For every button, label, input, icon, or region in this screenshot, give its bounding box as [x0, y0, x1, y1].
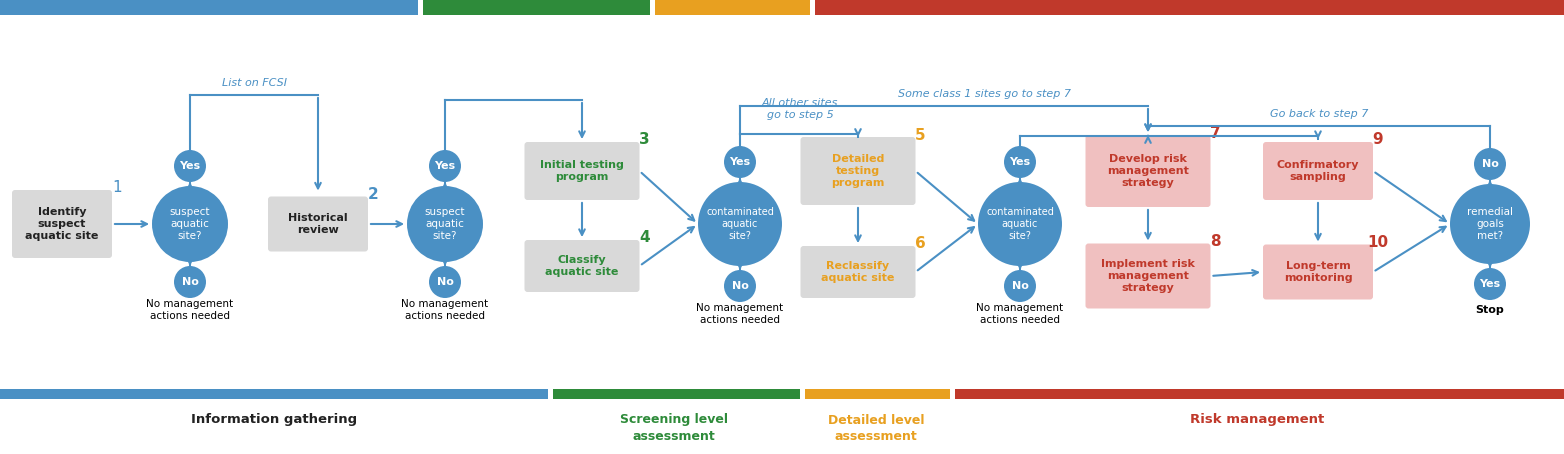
Text: Yes: Yes — [1009, 157, 1031, 167]
Text: Risk management: Risk management — [1190, 413, 1325, 425]
Bar — [815, 0, 1564, 15]
Text: Initial testing
program: Initial testing program — [540, 160, 624, 182]
Circle shape — [724, 146, 755, 178]
Circle shape — [1473, 268, 1506, 300]
FancyBboxPatch shape — [524, 240, 640, 292]
Text: contaminated
aquatic
site?: contaminated aquatic site? — [985, 207, 1054, 242]
Text: Some class 1 sites go to step 7: Some class 1 sites go to step 7 — [898, 89, 1070, 99]
Text: All other sites
go to step 5: All other sites go to step 5 — [762, 98, 838, 120]
Bar — [655, 0, 810, 15]
Text: 8: 8 — [1211, 234, 1221, 249]
Text: No management
actions needed: No management actions needed — [976, 303, 1064, 325]
Text: No: No — [181, 277, 199, 287]
Bar — [956, 389, 1564, 399]
FancyBboxPatch shape — [1264, 245, 1373, 300]
Text: No: No — [1012, 281, 1029, 291]
Bar — [422, 0, 651, 15]
Text: 10: 10 — [1367, 235, 1389, 250]
Text: 6: 6 — [915, 237, 926, 252]
Text: remedial
goals
met?: remedial goals met? — [1467, 207, 1512, 242]
Text: 5: 5 — [915, 128, 926, 143]
Circle shape — [1450, 184, 1530, 264]
FancyBboxPatch shape — [524, 142, 640, 200]
Text: No management
actions needed: No management actions needed — [696, 303, 784, 325]
Text: No management
actions needed: No management actions needed — [402, 299, 488, 321]
Circle shape — [429, 266, 461, 298]
Text: contaminated
aquatic
site?: contaminated aquatic site? — [705, 207, 774, 242]
Text: Yes: Yes — [1480, 279, 1500, 289]
Text: Identify
suspect
aquatic site: Identify suspect aquatic site — [25, 207, 99, 242]
Bar — [805, 389, 949, 399]
FancyBboxPatch shape — [13, 190, 113, 258]
Circle shape — [407, 186, 483, 262]
Text: Reclassify
aquatic site: Reclassify aquatic site — [821, 261, 895, 283]
Text: No: No — [436, 277, 454, 287]
FancyBboxPatch shape — [801, 137, 915, 205]
Circle shape — [152, 186, 228, 262]
Text: 2: 2 — [368, 187, 378, 202]
Text: Screening level
assessment: Screening level assessment — [619, 414, 727, 443]
Circle shape — [1004, 270, 1035, 302]
Text: 3: 3 — [640, 133, 649, 148]
Text: 4: 4 — [640, 231, 649, 246]
Text: Classify
aquatic site: Classify aquatic site — [546, 255, 619, 277]
Text: Develop risk
management
strategy: Develop risk management strategy — [1107, 153, 1189, 188]
Text: No: No — [1481, 159, 1498, 169]
FancyBboxPatch shape — [1085, 135, 1211, 207]
FancyBboxPatch shape — [1264, 142, 1373, 200]
FancyBboxPatch shape — [267, 197, 368, 252]
Text: Information gathering: Information gathering — [191, 413, 357, 425]
Text: Yes: Yes — [729, 157, 751, 167]
Text: Confirmatory
sampling: Confirmatory sampling — [1276, 160, 1359, 182]
Text: 1: 1 — [113, 181, 122, 196]
Text: suspect
aquatic
site?: suspect aquatic site? — [170, 207, 210, 242]
Circle shape — [429, 150, 461, 182]
Text: List on FCSI: List on FCSI — [222, 78, 286, 88]
Circle shape — [698, 182, 782, 266]
Text: Go back to step 7: Go back to step 7 — [1270, 109, 1368, 119]
Text: No: No — [732, 281, 749, 291]
Text: suspect
aquatic
site?: suspect aquatic site? — [425, 207, 465, 242]
Bar — [554, 389, 801, 399]
Text: Detailed
testing
program: Detailed testing program — [832, 153, 885, 188]
Circle shape — [174, 150, 206, 182]
Text: 9: 9 — [1373, 133, 1383, 148]
FancyBboxPatch shape — [1085, 243, 1211, 309]
Text: Yes: Yes — [180, 161, 200, 171]
Text: Yes: Yes — [435, 161, 455, 171]
Bar — [0, 0, 418, 15]
Circle shape — [724, 270, 755, 302]
Circle shape — [174, 266, 206, 298]
Text: 7: 7 — [1211, 125, 1221, 140]
Text: Long-term
monitoring: Long-term monitoring — [1284, 261, 1353, 283]
Circle shape — [1004, 146, 1035, 178]
Text: Historical
review: Historical review — [288, 213, 347, 235]
Text: Stop: Stop — [1475, 305, 1505, 315]
Circle shape — [1473, 148, 1506, 180]
Text: Implement risk
management
strategy: Implement risk management strategy — [1101, 259, 1195, 293]
Circle shape — [978, 182, 1062, 266]
FancyBboxPatch shape — [801, 246, 915, 298]
Text: Detailed level
assessment: Detailed level assessment — [827, 414, 924, 443]
Text: No management
actions needed: No management actions needed — [147, 299, 233, 321]
Bar — [0, 389, 547, 399]
